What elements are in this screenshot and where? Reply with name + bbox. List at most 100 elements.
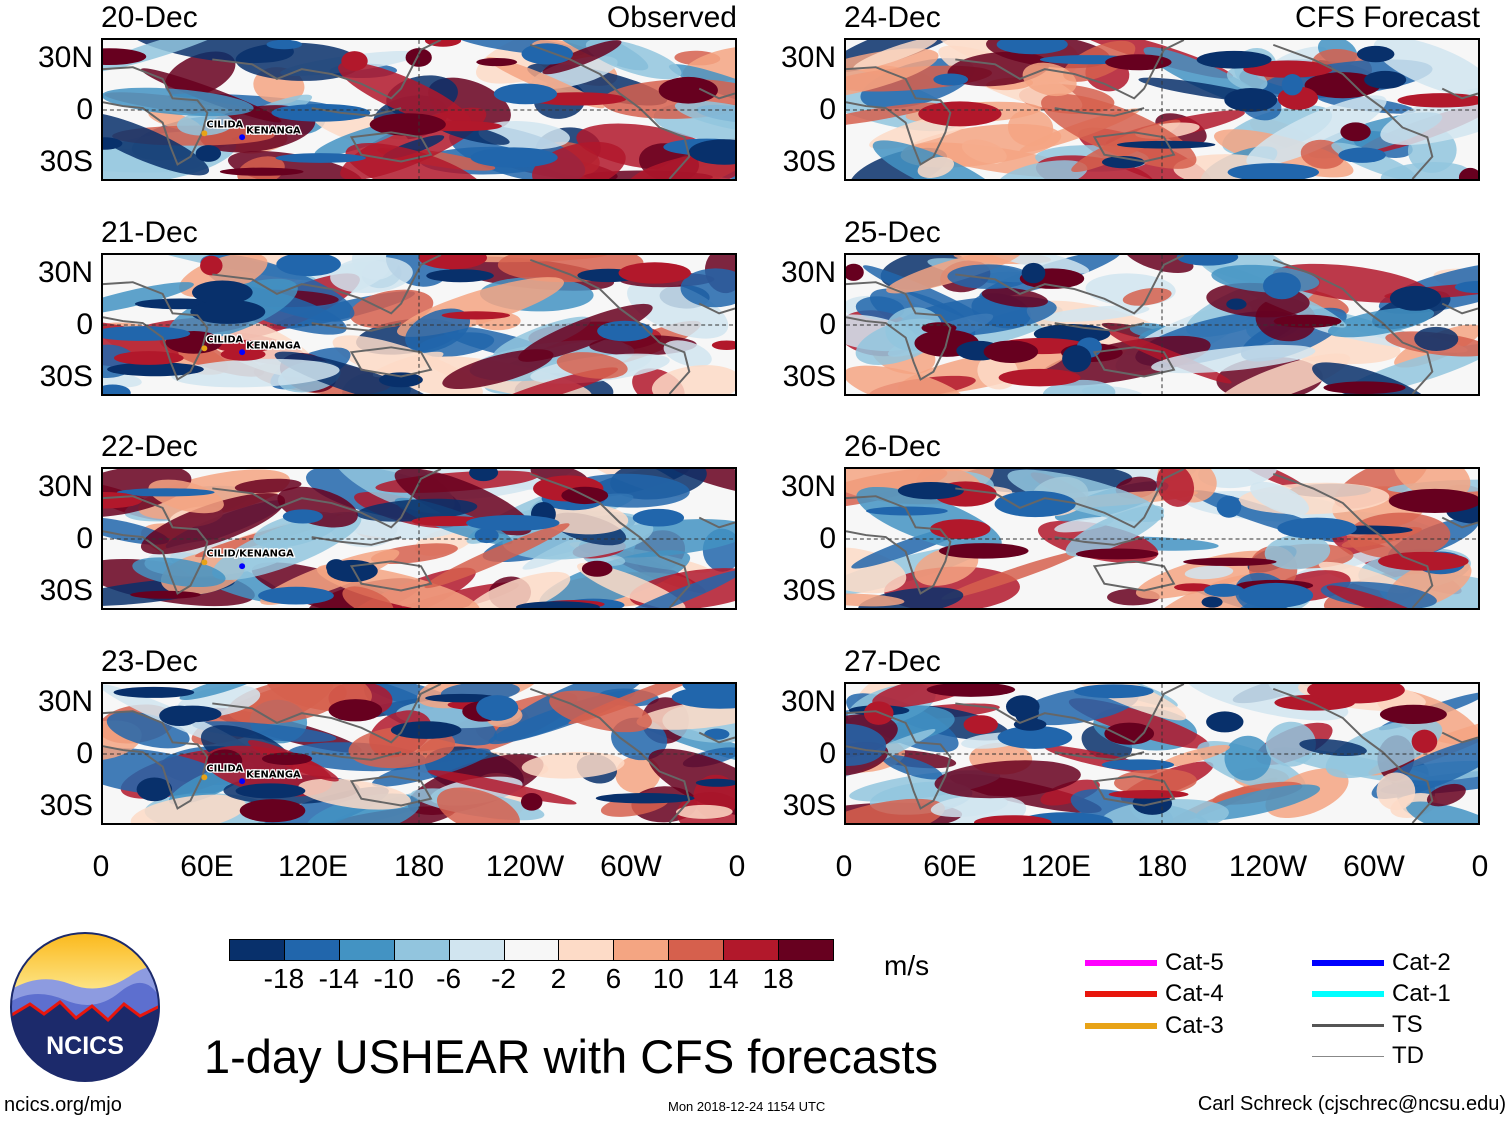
shear-core	[994, 490, 1076, 518]
shear-map	[844, 253, 1480, 396]
footer-author: Carl Schreck (cjschrec@ncsu.edu)	[1197, 1093, 1506, 1115]
legend-label: Cat-2	[1392, 949, 1451, 976]
shear-anomaly	[356, 498, 478, 522]
coastline	[212, 684, 442, 744]
shear-core	[261, 752, 313, 765]
coastline	[212, 40, 442, 100]
shear-core	[390, 721, 462, 739]
shear-anomaly	[487, 367, 619, 394]
shear-anomaly	[1325, 718, 1443, 779]
shear-core	[926, 684, 1016, 697]
shear-anomaly	[853, 40, 938, 70]
shear-anomaly	[979, 255, 1090, 274]
coastline	[698, 516, 735, 529]
shear-anomaly	[171, 358, 340, 388]
x-axis-label: 60E	[180, 850, 234, 883]
shear-core	[1108, 790, 1189, 799]
shear-anomaly	[947, 264, 1030, 290]
shear-core	[1378, 551, 1469, 571]
shear-core	[1307, 684, 1405, 704]
shear-anomaly	[855, 296, 905, 321]
shear-anomaly	[1114, 768, 1197, 795]
shear-core	[1013, 718, 1047, 731]
shear-anomaly	[103, 87, 254, 117]
y-axis-label: 30N	[780, 685, 836, 718]
shear-anomaly	[140, 493, 286, 555]
y-axis-label: 30N	[780, 470, 836, 503]
storm-marker-cilida	[201, 345, 208, 352]
coastline	[212, 255, 442, 315]
shear-anomaly	[997, 160, 1088, 179]
shear-core	[998, 368, 1081, 387]
shear-anomaly	[130, 794, 247, 823]
footer-timestamp: Mon 2018-12-24 1154 UTC	[668, 1099, 826, 1114]
shear-core	[425, 693, 499, 703]
shear-core	[163, 705, 222, 723]
coastline	[1272, 472, 1434, 608]
y-axis-label: 0	[76, 93, 93, 126]
shear-anomaly	[549, 690, 652, 733]
shear-anomaly	[1124, 255, 1194, 274]
x-axis-label: 60W	[600, 850, 662, 883]
shear-anomaly	[1264, 534, 1331, 570]
footer-site[interactable]: ncics.org/mjo	[4, 1094, 122, 1116]
shear-core	[103, 48, 147, 65]
shear-anomaly	[872, 684, 981, 708]
shear-anomaly	[330, 256, 413, 294]
shear-core	[1281, 74, 1304, 96]
shear-core	[997, 725, 1073, 749]
shear-core	[974, 815, 1052, 823]
colorbar-tick: -6	[436, 963, 462, 994]
coastline	[1092, 775, 1176, 807]
shear-map	[844, 682, 1480, 825]
y-axis-label: 30S	[782, 145, 836, 178]
shear-core	[1216, 495, 1242, 518]
coastline	[1092, 346, 1176, 378]
y-axis-label: 30N	[37, 41, 93, 74]
coastline	[1441, 731, 1478, 744]
legend-line-cat-4	[1085, 991, 1157, 997]
shear-core	[618, 262, 691, 284]
legend-label: Cat-1	[1392, 980, 1451, 1007]
shear-anomaly	[675, 804, 733, 819]
colorbar-tick: 10	[652, 963, 684, 994]
colorbar-tick: -2	[491, 963, 516, 994]
shear-anomaly	[532, 141, 626, 179]
storm-label-2: KENANGA	[246, 340, 301, 351]
y-axis-label: 30S	[782, 574, 836, 607]
storm-marker-kenanga	[239, 134, 246, 141]
shear-core	[192, 280, 253, 305]
coastline	[529, 43, 691, 179]
y-axis-label: 30N	[37, 470, 93, 503]
colorbar-tick: -14	[318, 963, 360, 994]
shear-core	[258, 586, 334, 605]
shear-core	[996, 40, 1068, 55]
shear-anomaly	[132, 557, 226, 588]
shear-core	[113, 351, 184, 365]
shear-core	[328, 699, 383, 722]
coastline	[955, 40, 1185, 100]
storm-marker-kenanga	[239, 778, 246, 785]
colorbar-swatch	[778, 939, 834, 961]
coastline	[955, 255, 1185, 315]
shear-core	[1062, 345, 1092, 373]
coastline	[698, 87, 735, 100]
shear-core	[581, 560, 613, 577]
shear-anomaly	[627, 280, 729, 339]
shear-core	[470, 147, 558, 168]
y-axis-label: 0	[819, 522, 836, 555]
shear-anomaly	[1373, 40, 1478, 98]
y-axis-label: 30S	[39, 789, 93, 822]
shear-core	[136, 777, 173, 802]
panel-date: 24-Dec	[844, 1, 941, 34]
shear-core	[1364, 70, 1407, 89]
colorbar-units: m/s	[884, 950, 930, 981]
shear-map: CILIDA KENANGA	[101, 253, 737, 396]
shear-core	[1389, 285, 1442, 311]
shear-core	[1201, 596, 1223, 608]
colorbar-swatch	[283, 939, 340, 961]
colorbar-tick: -18	[263, 963, 305, 994]
shear-anomaly	[405, 308, 471, 353]
storm-marker-kenanga	[239, 349, 246, 356]
shear-anomaly	[265, 684, 372, 712]
